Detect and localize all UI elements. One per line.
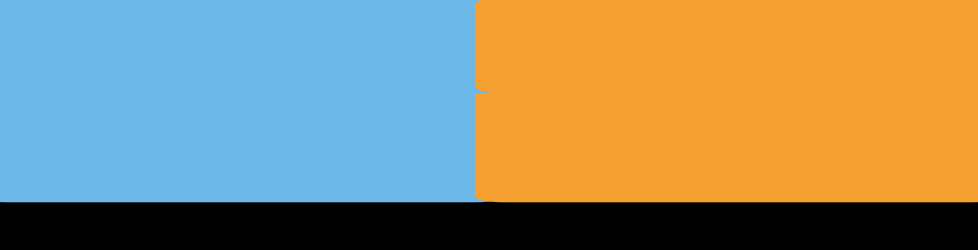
Text: Patients lived for
a median of 8 months: Patients lived for a median of 8 months <box>110 22 373 71</box>
Text: The disease did not get worse for
a median of 2 months: The disease did not get worse for a medi… <box>533 117 941 166</box>
Text: The disease did not get worse for
a median of 5 months: The disease did not get worse for a medi… <box>37 117 445 166</box>
Text: Patients lived for
a median of 6 months: Patients lived for a median of 6 months <box>605 22 868 71</box>
